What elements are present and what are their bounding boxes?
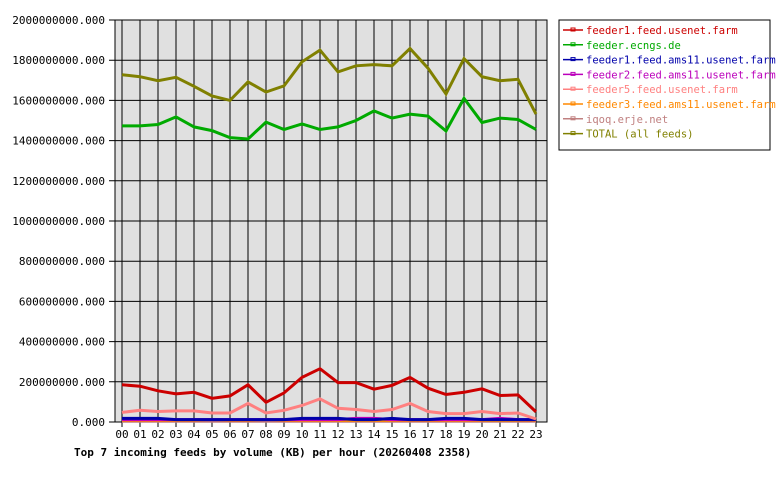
x-tick-label: 01 (133, 428, 146, 441)
y-tick-label: 1000000000.000 (12, 215, 105, 228)
y-tick-label: 1200000000.000 (12, 175, 105, 188)
x-tick-label: 22 (511, 428, 524, 441)
legend-label: feeder3.feed.ams11.usenet.farm (586, 99, 776, 111)
legend-label: TOTAL (all feeds) (586, 129, 693, 141)
series-line (121, 397, 537, 421)
legend-item: feeder3.feed.ams11.usenet.farm (563, 99, 776, 111)
legend-item: iqoq.erje.net (563, 114, 668, 126)
series-line (122, 416, 536, 422)
x-tick-label: 07 (241, 428, 254, 441)
x-tick-label: 20 (475, 428, 488, 441)
x-tick-label: 00 (115, 428, 128, 441)
x-tick-label: 13 (349, 428, 362, 441)
y-tick-label: 0.000 (72, 416, 105, 429)
legend-item: feeder.ecngs.de (563, 40, 681, 52)
y-tick-label: 1800000000.000 (12, 54, 105, 67)
legend-marker (570, 42, 576, 47)
x-tick-label: 11 (313, 428, 326, 441)
legend-label: feeder2.feed.ams11.usenet.farm (586, 69, 776, 81)
x-tick-label: 04 (187, 428, 201, 441)
chart-title: Top 7 incoming feeds by volume (KB) per … (74, 446, 471, 459)
legend-marker (570, 27, 576, 32)
x-tick-label: 03 (169, 428, 182, 441)
x-tick-label: 06 (223, 428, 236, 441)
x-tick-label: 15 (385, 428, 398, 441)
x-tick-label: 08 (259, 428, 272, 441)
y-axis-ticks: 0.000 200000000.000 400000000.000 600000000… (12, 14, 105, 429)
series-line (121, 366, 538, 413)
x-tick-label: 21 (493, 428, 506, 441)
legend: feeder1.feed.usenet.farm feeder.ecngs.de f… (558, 19, 776, 151)
y-tick-label: 600000000.000 (19, 295, 105, 308)
x-tick-label: 02 (151, 428, 164, 441)
x-tick-label: 23 (529, 428, 542, 441)
x-tick-label: 17 (421, 428, 434, 441)
x-tick-label: 09 (277, 428, 290, 441)
legend-label: iqoq.erje.net (586, 114, 668, 126)
x-tick-label: 14 (367, 428, 381, 441)
x-tick-label: 10 (295, 428, 308, 441)
x-tick-label: 18 (439, 428, 452, 441)
y-tick-label: 800000000.000 (19, 255, 105, 268)
legend-marker (570, 131, 576, 136)
legend-label: feeder1.feed.usenet.farm (586, 25, 738, 37)
legend-item: TOTAL (all feeds) (563, 129, 693, 141)
series-line (122, 95, 537, 141)
legend-item: feeder1.feed.usenet.farm (563, 25, 738, 37)
legend-marker (570, 71, 576, 76)
x-tick-label: 19 (457, 428, 470, 441)
y-tick-label: 400000000.000 (19, 336, 105, 349)
legend-item: feeder1.feed.ams11.usenet.farm (563, 55, 776, 67)
legend-marker (570, 57, 576, 62)
legend-label: feeder1.feed.ams11.usenet.farm (586, 55, 776, 67)
legend-box (558, 19, 771, 151)
series-lines (121, 46, 538, 423)
y-tick-label: 200000000.000 (19, 376, 105, 389)
legend-marker (570, 86, 576, 91)
legend-item: feeder2.feed.ams11.usenet.farm (563, 69, 776, 81)
y-tick-label: 1400000000.000 (12, 135, 105, 148)
x-tick-label: 12 (331, 428, 344, 441)
series-line (121, 46, 538, 115)
legend-item: feeder5.feed.usenet.farm (563, 84, 738, 96)
y-tick-label: 2000000000.000 (12, 14, 105, 27)
legend-marker (570, 101, 576, 106)
legend-label: feeder5.feed.usenet.farm (586, 84, 738, 96)
legend-label: feeder.ecngs.de (586, 40, 681, 52)
x-tick-label: 05 (205, 428, 218, 441)
x-tick-label: 16 (403, 428, 416, 441)
y-tick-label: 1600000000.000 (12, 94, 105, 107)
legend-marker (570, 116, 576, 121)
x-axis-ticks: 00 01 02 03 04 05 06 07 08 09 10 11 12 13 14 15 16 17 18 19… (115, 428, 542, 441)
